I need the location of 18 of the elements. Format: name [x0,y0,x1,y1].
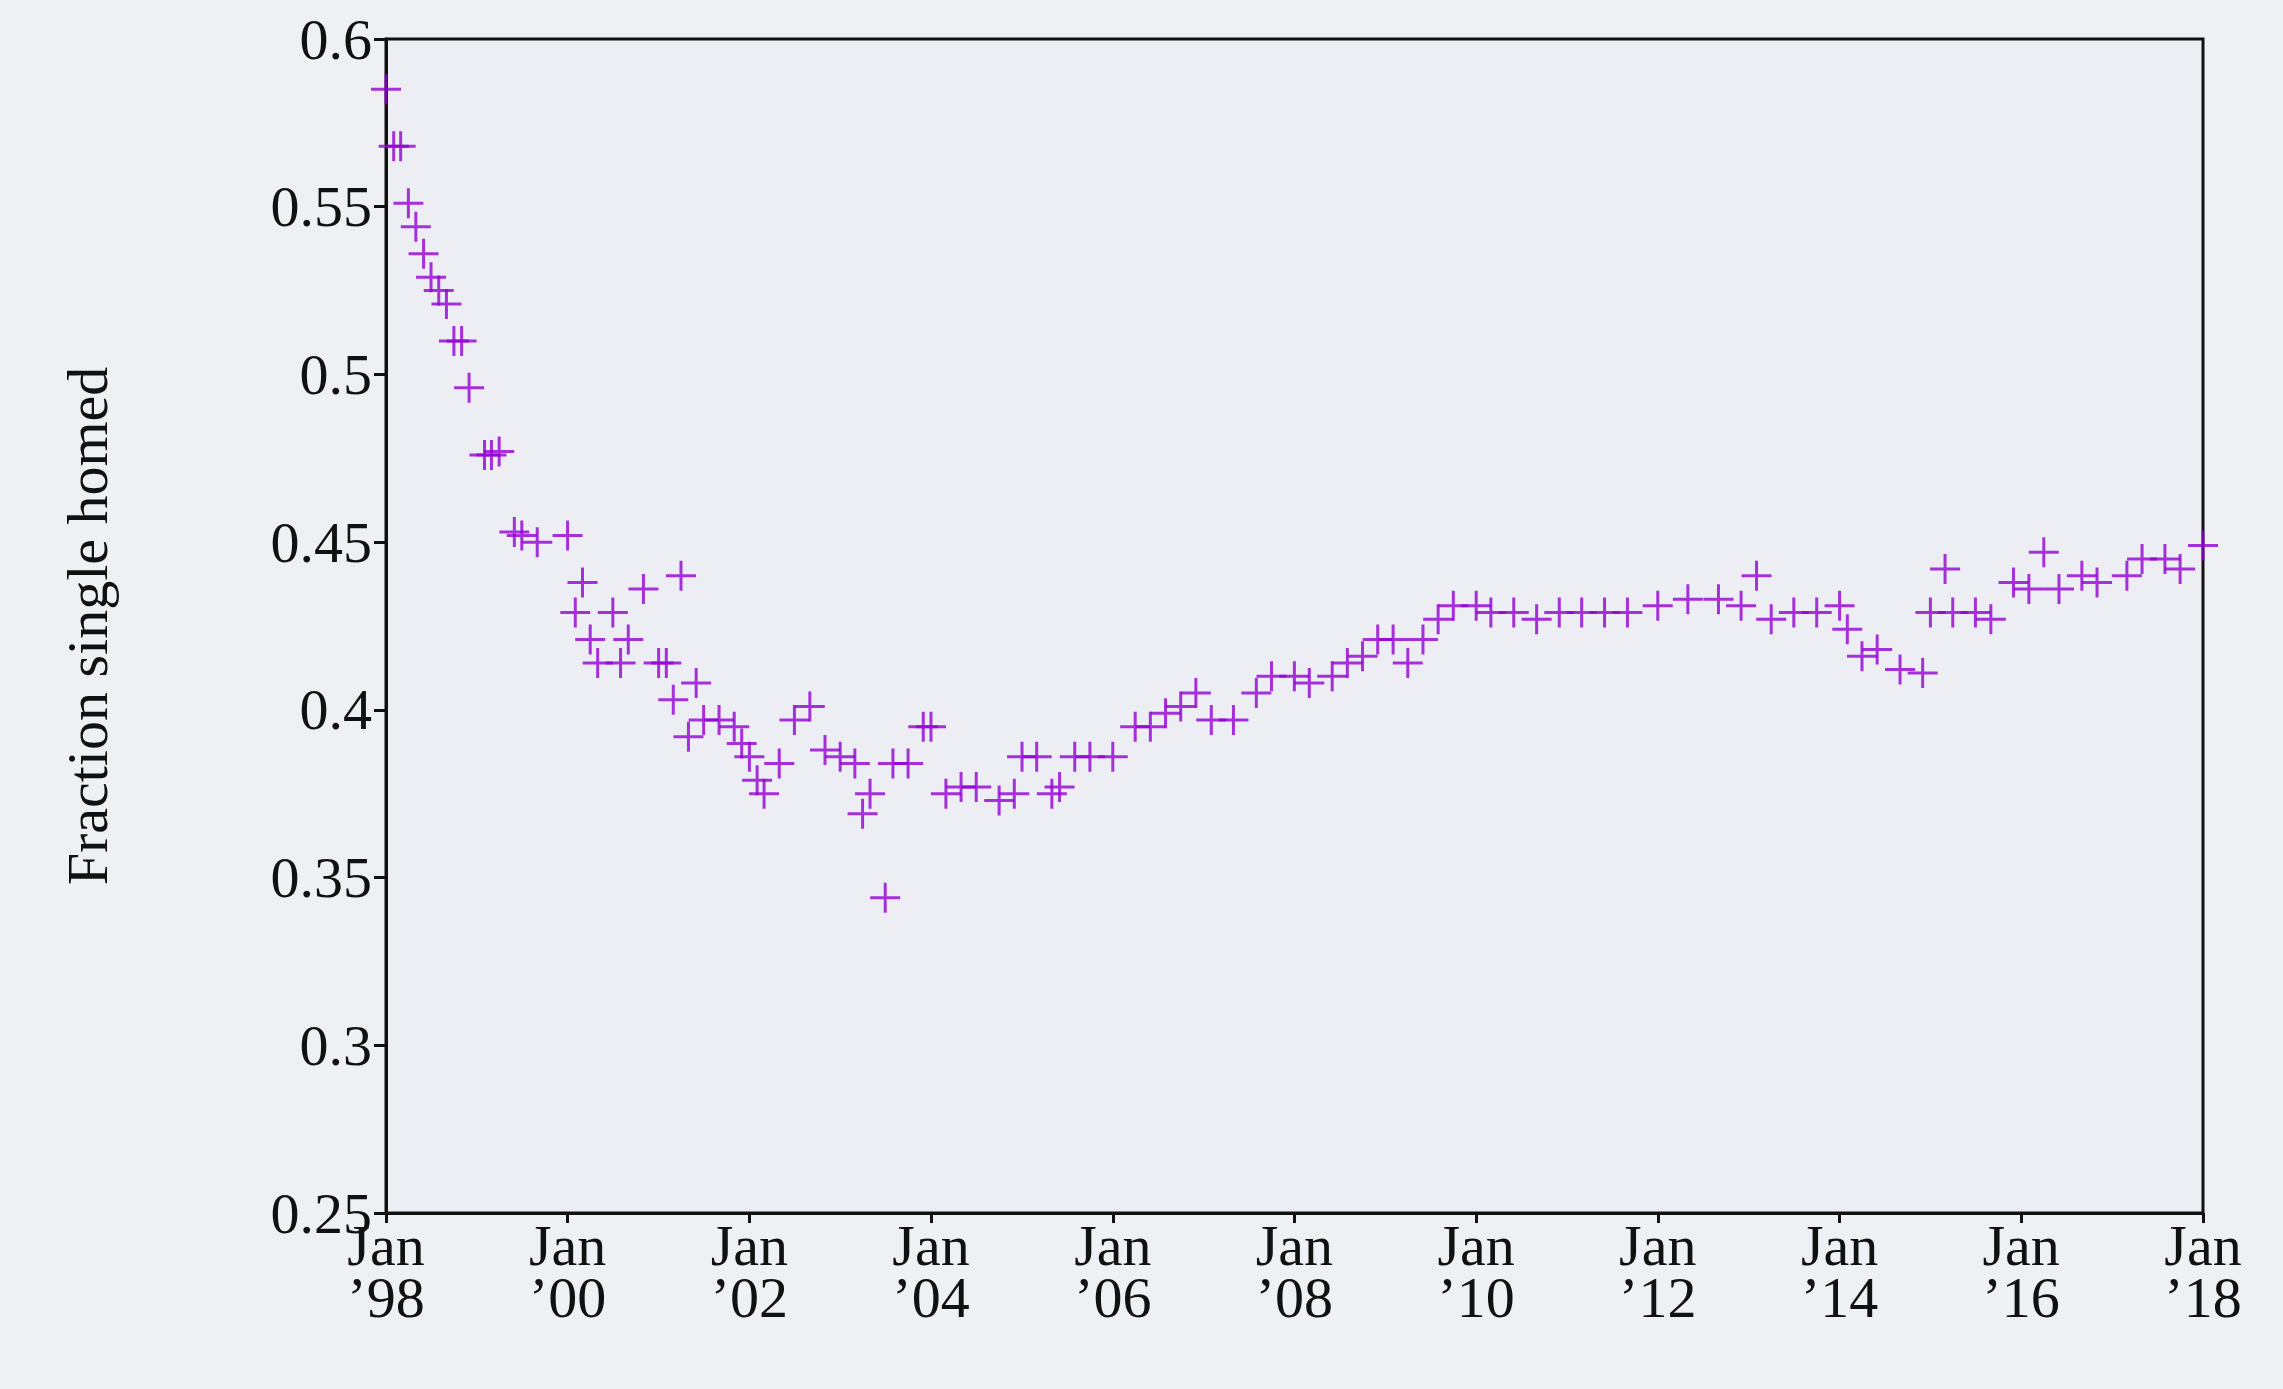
y-axis-title: Fraction single homed [54,366,120,886]
x-tick-label: Jan ’02 [710,1212,789,1330]
y-tick-label: 0.6 [299,6,372,72]
y-tick-label: 0.5 [299,341,372,407]
x-tick-label: Jan ’12 [1619,1212,1697,1330]
x-tick-label: Jan ’00 [528,1212,607,1330]
y-tick-label: 0.45 [270,509,372,575]
y-tick-label: 0.4 [299,677,372,743]
x-tick-label: Jan ’08 [1255,1212,1334,1330]
x-tick-label: Jan ’04 [892,1212,970,1330]
x-tick-label: Jan ’18 [2164,1212,2242,1330]
x-tick-label: Jan ’10 [1437,1212,1515,1330]
y-tick-label: 0.35 [270,845,372,911]
y-tick-label: 0.55 [270,174,372,240]
x-tick-label: Jan ’16 [1982,1212,2060,1330]
x-tick-label: Jan ’14 [1800,1212,1879,1330]
y-tick-label: 0.3 [299,1012,372,1078]
x-tick-label: Jan ’06 [1074,1212,1152,1330]
